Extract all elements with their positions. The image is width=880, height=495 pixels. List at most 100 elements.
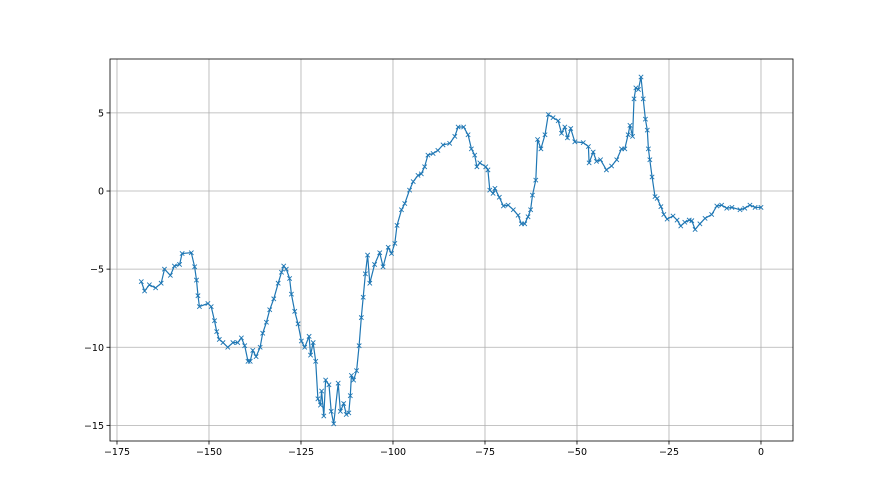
- data-point-marker: [142, 288, 148, 294]
- data-point-marker: [257, 344, 263, 350]
- data-point-marker: [225, 344, 231, 350]
- data-point-marker: [550, 115, 556, 121]
- data-point-marker: [525, 214, 531, 220]
- data-point-marker: [214, 329, 220, 335]
- data-point-marker: [678, 223, 684, 229]
- data-point-marker: [689, 218, 695, 224]
- data-point-marker: [283, 266, 289, 272]
- data-point-marker: [452, 133, 458, 139]
- data-point-marker: [515, 212, 521, 218]
- data-point-marker: [380, 264, 386, 270]
- grid: [110, 59, 793, 441]
- data-point-marker: [724, 205, 730, 211]
- data-point-marker: [590, 149, 596, 155]
- data-point-marker: [402, 201, 408, 207]
- data-point-marker: [161, 266, 167, 272]
- data-point-marker: [522, 221, 528, 227]
- data-point-marker: [242, 343, 248, 349]
- data-point-marker: [593, 158, 600, 164]
- x-tick-label: −100: [380, 447, 406, 458]
- data-point-marker: [146, 282, 152, 288]
- data-point-marker: [295, 321, 301, 327]
- data-point-marker: [407, 187, 413, 193]
- data-point-marker: [562, 124, 568, 130]
- data-point-marker: [208, 304, 214, 310]
- data-point-marker: [496, 194, 502, 200]
- data-point-marker: [365, 252, 371, 258]
- data-point-marker: [326, 382, 332, 388]
- data-point-marker: [538, 146, 544, 152]
- data-point-marker: [719, 202, 725, 208]
- data-point-marker: [658, 204, 664, 210]
- y-tick-label: 0: [98, 187, 104, 198]
- data-point-marker: [230, 340, 236, 346]
- data-point-marker: [529, 192, 535, 198]
- data-point-marker: [317, 402, 324, 408]
- data-point-marker: [447, 140, 453, 146]
- data-point-marker: [564, 135, 570, 141]
- data-point-marker: [645, 146, 651, 152]
- data-point-marker: [729, 204, 735, 210]
- data-point-marker: [171, 263, 177, 269]
- data-point-marker: [528, 207, 534, 213]
- data-point-marker: [425, 152, 431, 158]
- x-axis: −175 −150 −125 −100 −75 −50 −25 0: [104, 441, 764, 458]
- data-point-marker: [568, 126, 574, 132]
- data-point-marker: [177, 261, 183, 267]
- data-point-marker: [348, 372, 354, 378]
- data-point-marker: [642, 116, 648, 122]
- data-point-marker: [323, 377, 329, 383]
- y-axis: −15 −10 −5 0 5: [84, 108, 110, 432]
- data-point-marker: [372, 261, 378, 267]
- data-point-marker: [586, 160, 592, 166]
- data-point-marker: [362, 271, 368, 277]
- data-point-marker: [310, 340, 316, 346]
- data-point-marker: [625, 132, 631, 138]
- data-point-marker: [661, 211, 667, 217]
- data-point-marker: [468, 146, 474, 152]
- data-point-marker: [485, 167, 491, 173]
- data-point-marker: [328, 408, 334, 414]
- data-point-marker: [500, 203, 506, 209]
- data-point-marker: [410, 179, 416, 185]
- data-point-marker: [250, 347, 256, 353]
- data-point-marker: [580, 140, 586, 146]
- data-point-marker: [674, 217, 680, 223]
- data-point-marker: [211, 318, 218, 324]
- data-point-marker: [158, 280, 164, 286]
- data-point-marker: [627, 122, 633, 128]
- data-point-marker: [238, 335, 244, 341]
- data-point-marker: [398, 207, 404, 213]
- data-point-marker: [315, 396, 321, 402]
- data-point-marker: [354, 368, 360, 374]
- data-point-marker: [385, 244, 391, 250]
- data-point-marker: [535, 136, 541, 142]
- data-point-marker: [638, 74, 644, 80]
- data-point-marker: [388, 250, 395, 257]
- data-point-marker: [302, 344, 308, 350]
- data-point-marker: [341, 400, 347, 407]
- data-point-marker: [472, 152, 478, 158]
- markers-layer: [138, 74, 764, 427]
- axes-frame: [109, 58, 794, 442]
- data-point-marker: [555, 118, 561, 124]
- data-point-marker: [360, 294, 366, 300]
- data-point-marker: [188, 250, 194, 256]
- data-point-marker: [306, 333, 312, 339]
- data-point-marker: [483, 164, 489, 170]
- data-point-marker: [702, 215, 708, 221]
- data-point-marker: [394, 222, 400, 228]
- data-point-marker: [714, 203, 720, 209]
- data-point-marker: [635, 86, 641, 92]
- data-point-marker: [356, 343, 362, 349]
- data-point-marker: [492, 185, 498, 191]
- data-point-marker: [335, 380, 341, 386]
- data-point-marker: [308, 352, 314, 358]
- data-point-marker: [263, 319, 269, 325]
- x-tick-label: −75: [475, 447, 495, 458]
- y-tick-label: −5: [90, 265, 104, 276]
- data-point-marker: [351, 377, 357, 383]
- data-point-marker: [640, 96, 646, 102]
- data-point-marker: [267, 307, 273, 313]
